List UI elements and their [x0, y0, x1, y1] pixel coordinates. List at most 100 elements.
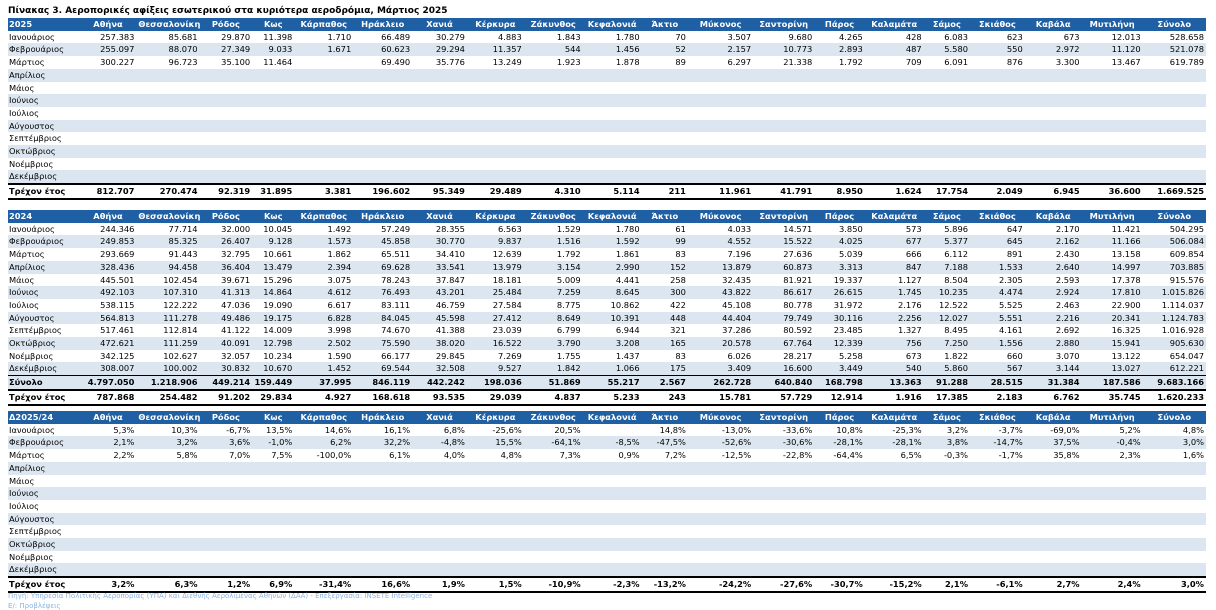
table-cell: -28,1%	[814, 436, 865, 450]
table-cell: 1.437	[582, 349, 642, 363]
table-cell: -27,6%	[753, 576, 815, 593]
table-cell: 10.234	[252, 349, 295, 363]
table-cell: -64,4%	[814, 449, 865, 462]
table-cell: 83	[641, 248, 688, 261]
column-header: Σάμος	[923, 210, 971, 223]
table-cell: 1.620.233	[1142, 389, 1206, 406]
column-header: Αθήνα	[79, 210, 137, 223]
table-cell	[353, 525, 413, 539]
table-cell	[582, 538, 642, 551]
table-cell: 96.723	[136, 56, 200, 69]
table-cell: 5.896	[923, 222, 971, 236]
table-cell	[466, 106, 524, 120]
table-cell: 2.049	[970, 183, 1025, 200]
table-cell: 28.217	[753, 349, 815, 363]
table-cell	[1024, 550, 1082, 564]
table-cell	[864, 68, 924, 82]
table-cell	[1024, 145, 1082, 158]
table-cell: 4,0%	[412, 449, 467, 462]
table-cell: 168.618	[353, 389, 413, 406]
table-cell: 13.027	[1081, 362, 1143, 376]
table-cell	[136, 119, 200, 133]
table-cell: 10.045	[252, 222, 295, 236]
table-row: Απρίλιος	[8, 68, 1206, 82]
table-cell: 13.479	[252, 260, 295, 274]
table-cell	[1081, 487, 1143, 500]
table-cell: -1,0%	[252, 436, 295, 450]
table-cell	[814, 119, 865, 133]
table-cell: 1.066	[582, 362, 642, 376]
row-label: Απρίλιος	[8, 68, 80, 82]
table-cell	[923, 157, 971, 171]
table-cell	[294, 68, 354, 82]
table-cell: 544	[523, 43, 583, 57]
table-row: Νοέμβριος 342.125 102.627 32.057 10.234 1.590…	[8, 349, 1206, 363]
table-cell	[814, 68, 865, 82]
table-cell: -6,1%	[970, 576, 1025, 593]
table-cell: 2.893	[814, 43, 865, 57]
table-cell: 57.729	[753, 389, 815, 406]
table-cell: 1.842	[523, 362, 583, 376]
table-cell	[582, 474, 642, 488]
table-cell	[79, 170, 137, 185]
table-cell: 2.176	[864, 298, 924, 312]
table-cell	[252, 550, 295, 564]
column-header: Μύκονος	[687, 411, 754, 424]
table-row: Αύγουστος	[8, 119, 1206, 133]
table-cell	[1081, 157, 1143, 171]
table-cell: 1.792	[814, 56, 865, 69]
table-cell: 32.057	[199, 349, 253, 363]
table-cell	[412, 68, 467, 82]
table-cell: 69.628	[353, 260, 413, 274]
table-cell	[252, 81, 295, 95]
table-cell: 3,6%	[199, 436, 253, 450]
table-cell	[353, 461, 413, 475]
table-cell: 517.461	[79, 324, 137, 338]
table-cell: 2.972	[1024, 43, 1082, 57]
table-cell: 328.436	[79, 260, 137, 274]
table-cell: -8,5%	[582, 436, 642, 450]
table-row: Δεκέμβριος	[8, 170, 1206, 185]
table-cell: 93.535	[412, 389, 467, 406]
row-label: Δεκέμβριος	[8, 362, 80, 376]
table-cell	[687, 132, 754, 146]
table-cell	[252, 487, 295, 500]
row-label: Τρέχον έτος	[8, 576, 80, 593]
table-cell: 1,2%	[199, 576, 253, 593]
table-cell	[923, 499, 971, 513]
table-cell: 11.120	[1081, 43, 1143, 57]
table-cell: 1.745	[864, 286, 924, 299]
column-header: Πάρος	[814, 18, 865, 31]
table-cell: 152	[641, 260, 688, 274]
table-cell	[136, 538, 200, 551]
table-cell	[582, 157, 642, 171]
table-cell: 2.692	[1024, 324, 1082, 338]
table-cell: 12.639	[466, 248, 524, 261]
table-cell	[814, 550, 865, 564]
table-cell: 18.181	[466, 273, 524, 287]
table-cell	[1024, 106, 1082, 120]
table-cell: 308.007	[79, 362, 137, 376]
table-cell	[864, 170, 924, 185]
table-cell: 1.015.826	[1142, 286, 1206, 299]
table-cell	[79, 94, 137, 107]
current-year-row: Τρέχον έτος 812.707 270.474 92.319 31.895 3.3…	[8, 183, 1206, 200]
table-cell	[864, 499, 924, 513]
table-cell	[970, 525, 1025, 539]
table-cell	[252, 170, 295, 185]
table-cell	[923, 550, 971, 564]
table-cell	[814, 474, 865, 488]
table-cell	[753, 487, 815, 500]
table-cell: 9.033	[252, 43, 295, 57]
table-cell	[1142, 132, 1206, 146]
table-cell	[353, 487, 413, 500]
table-cell	[687, 94, 754, 107]
table-row: Μάιος	[8, 81, 1206, 95]
table-cell: 69.490	[353, 56, 413, 69]
table-cell	[687, 81, 754, 95]
table-cell: 1.792	[523, 248, 583, 261]
table-cell: 37,5%	[1024, 436, 1082, 450]
table-cell: 28.515	[970, 375, 1025, 391]
table-cell: 37.286	[687, 324, 754, 338]
table-cell: 10.661	[252, 248, 295, 261]
